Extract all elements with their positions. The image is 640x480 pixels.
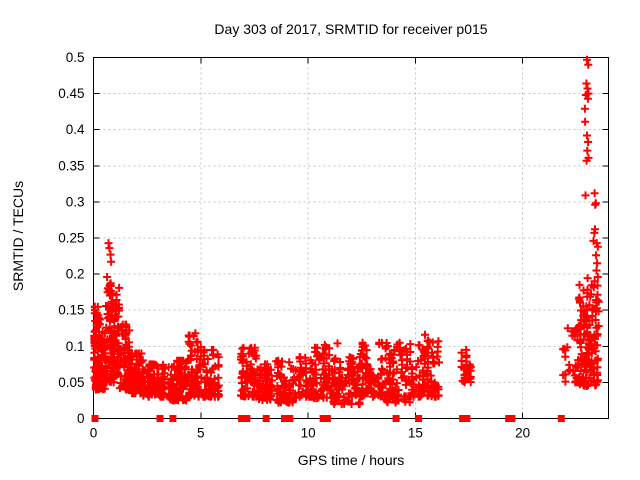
x-tick-label: 0: [90, 426, 98, 441]
grid-lines: [93, 57, 609, 419]
y-tick-label: 0.35: [58, 158, 84, 173]
data-points: [90, 55, 603, 409]
plot-border: [92, 56, 610, 420]
y-tick-label: 0.45: [58, 86, 84, 101]
y-tick-label: 0.15: [58, 303, 84, 318]
chart-title: Day 303 of 2017, SRMTID for receiver p01…: [214, 21, 488, 37]
y-tick-label: 0.5: [66, 50, 85, 65]
x-tick-label: 15: [408, 426, 423, 441]
x-tick-label: 20: [515, 426, 530, 441]
zero-markers: [91, 415, 565, 422]
x-tick-label: 5: [197, 426, 205, 441]
y-tick-label: 0.2: [66, 267, 85, 282]
y-tick-label: 0.25: [58, 231, 84, 246]
x-axis-label: GPS time / hours: [297, 452, 405, 468]
y-tick-label: 0.4: [66, 122, 85, 137]
y-tick-label: 0.1: [66, 339, 85, 354]
y-tick-label: 0.05: [58, 375, 84, 390]
y-tick-label: 0: [77, 411, 85, 426]
x-tick-label: 10: [301, 426, 316, 441]
y-axis-label: SRMTID / TECUs: [10, 180, 26, 292]
y-tick-label: 0.3: [66, 194, 85, 209]
